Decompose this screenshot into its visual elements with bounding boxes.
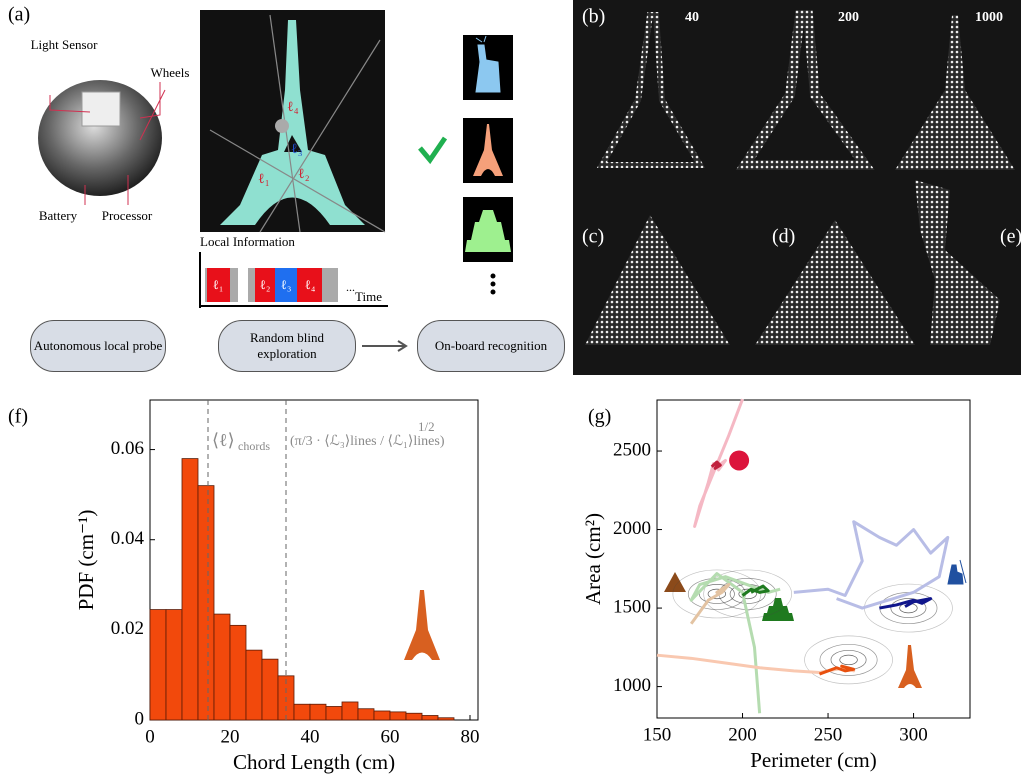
step-box: Random blind exploration [218,320,356,372]
panel-label: (f) [8,406,28,428]
step-text: Autonomous local probe [30,320,166,372]
trajectory [691,574,780,714]
chord-label: ℓ₂ [260,277,271,292]
contour [840,655,858,665]
panel-label: (b) [582,6,605,28]
y-tick-label: 0.04 [111,528,145,549]
y-tick-label: 1500 [613,596,651,617]
y-axis-label: Area (cm²) [581,513,605,605]
bar [214,614,230,720]
axis-title: Local Information [200,234,295,249]
x-tick-label: 200 [728,724,757,745]
x-tick-label: 60 [381,726,400,747]
panels-b-e: (b) (c) (d) (e) 40 200 1000 [573,0,1021,375]
bar [182,459,198,720]
tower-icon [404,590,440,660]
chord-label: ℓ₃ [291,142,303,157]
x-tick-label: 150 [643,724,672,745]
panel-label: (d) [772,226,795,248]
contour [805,636,893,684]
bar [342,702,358,720]
x-tick-label: 250 [814,724,843,745]
x-tick-label: 0 [145,726,155,747]
bar [166,610,182,720]
y-axis-label: PDF (cm⁻¹) [74,510,98,611]
robot-board [82,92,120,126]
dot [491,290,496,295]
bar [326,706,342,720]
annotation: (π/3 · ⟨ℒ₃⟩lines / ⟨ℒ₁⟩lines) [290,434,445,449]
dot [491,274,496,279]
y-tick-label: 0 [135,708,145,729]
label: Wheels [151,65,190,80]
bar [374,711,390,720]
chord-label: ℓ₁ [213,277,224,292]
y-tick-label: 2500 [613,439,651,460]
bar [406,713,422,720]
chord-label: ℓ₄ [287,100,299,115]
panel-label: (g) [588,406,611,428]
panel-a: (a) Light Sensor Wheels Battery Processo… [8,4,565,372]
y-tick-label: 2000 [613,518,651,539]
step-box: Autonomous local probe [30,320,166,372]
bar [422,715,438,720]
ellipsis: ... [346,280,355,294]
arrow [362,341,406,351]
probe [275,119,289,133]
bar [294,704,310,720]
bar [310,704,326,720]
step-count: 200 [838,10,859,25]
chord-label: ℓ₃ [281,277,292,292]
bar [438,718,454,720]
chord-label: ℓ₂ [298,167,310,182]
panel-label: (e) [1000,226,1021,248]
step-count: 40 [685,10,699,25]
contour [880,592,937,623]
step-text: Random blind exploration [218,320,356,372]
bar [198,486,214,720]
bar [358,709,374,720]
bar [262,659,278,720]
x-tick-label: 80 [461,726,480,747]
bar [390,712,406,720]
figure: (a) Light Sensor Wheels Battery Processo… [0,0,1021,780]
annotation: chords [238,439,270,453]
annotation: 1/2 [418,419,435,434]
point [729,450,749,470]
step-text: On-board recognition [417,320,565,372]
x-tick-label: 300 [899,724,928,745]
chord-label: ℓ₁ [258,172,270,187]
bar [230,625,246,720]
dot [491,282,496,287]
tower-icon [898,645,922,688]
y-tick-label: 1000 [613,675,651,696]
panel-label: (c) [582,226,604,248]
label: Light Sensor [31,37,98,52]
label: Battery [39,208,78,223]
contour [864,584,952,632]
y-tick-label: 0.02 [111,618,144,639]
chord-label: ℓ₄ [305,277,316,292]
statue-icon [948,560,966,584]
plot-frame [657,400,970,718]
triangle-icon [664,572,686,592]
bar [246,650,262,720]
step-box: On-board recognition [417,320,565,372]
x-tick-label: 20 [221,726,240,747]
bar [150,610,166,720]
y-tick-label: 0.06 [111,438,144,459]
checkmark [420,138,445,160]
annotation: ⟨ℓ⟩ [212,430,235,450]
axis-title: Time [355,289,382,304]
x-axis-label: Chord Length (cm) [233,750,395,774]
x-tick-label: 40 [301,726,320,747]
step-count: 1000 [975,10,1003,25]
x-axis-label: Perimeter (cm) [750,748,877,772]
label: Processor [102,208,153,223]
panel-label: (a) [8,4,30,26]
